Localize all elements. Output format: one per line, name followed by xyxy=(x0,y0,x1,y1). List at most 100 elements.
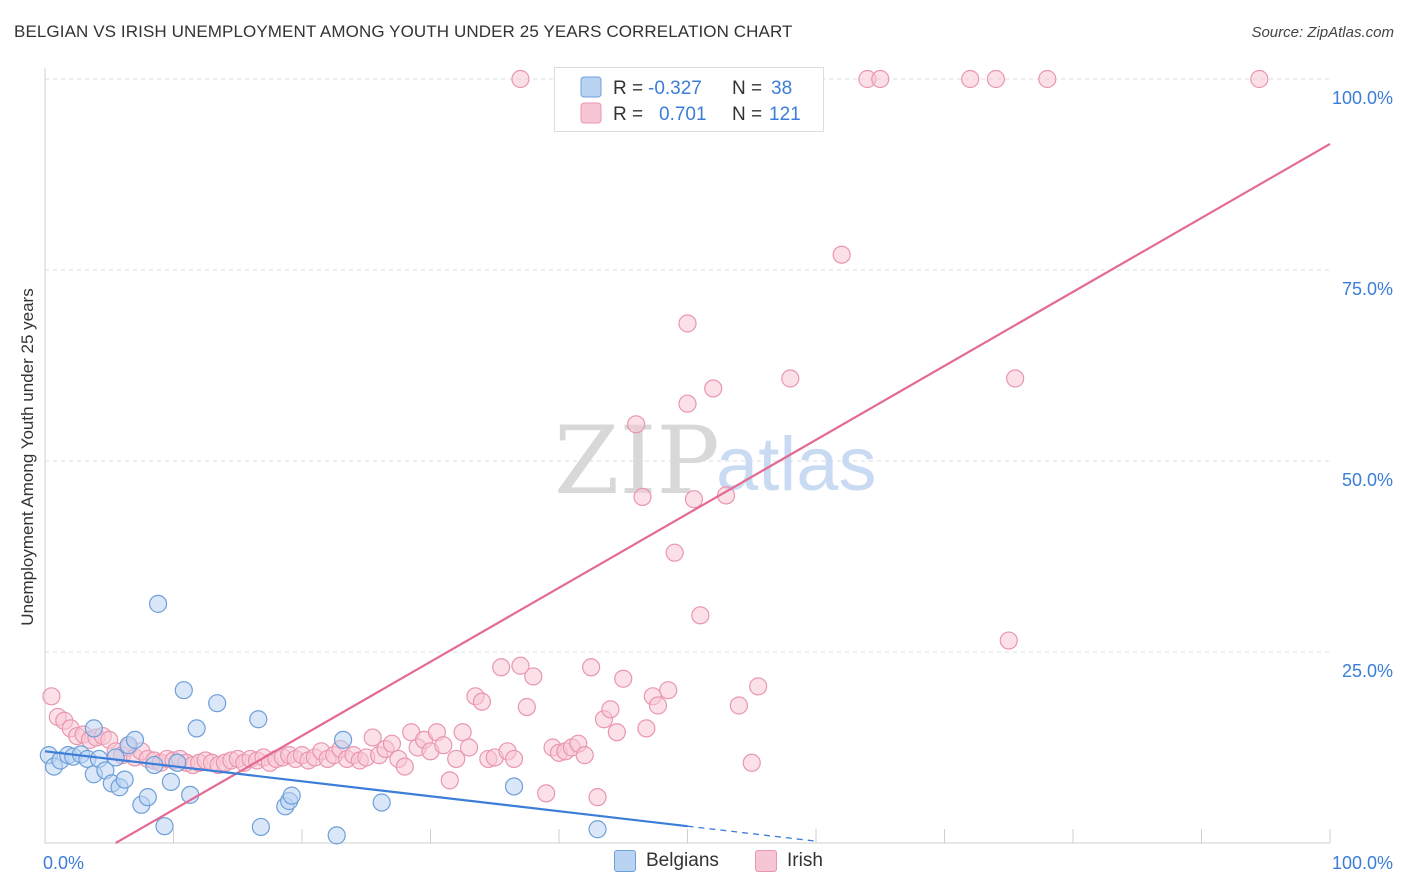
irish-point xyxy=(961,69,980,89)
irish-point xyxy=(537,784,556,803)
irish-point xyxy=(684,490,704,509)
legend-label-belgians: Belgians xyxy=(646,850,719,872)
irish-point xyxy=(517,697,536,717)
irish-point xyxy=(678,394,697,413)
irish-point xyxy=(626,415,646,434)
legend-item-irish[interactable]: Irish xyxy=(755,850,823,872)
irish-point xyxy=(459,738,479,757)
y-tick-label: 50.0% xyxy=(1342,470,1393,490)
irish-point xyxy=(781,369,800,388)
x-tick-label: 0.0% xyxy=(43,853,84,873)
irish-point xyxy=(1006,369,1025,388)
irish-trend-line xyxy=(115,142,1331,844)
belgian-point xyxy=(138,788,157,807)
watermark-atlas: atlas xyxy=(716,422,877,507)
irish-point xyxy=(382,734,402,753)
irish-point xyxy=(871,69,890,89)
irish-point xyxy=(749,677,768,696)
watermark: ZIP atlas xyxy=(554,407,877,516)
belgian-point xyxy=(155,817,174,836)
irish-point xyxy=(363,728,382,747)
chart-title: BELGIAN VS IRISH UNEMPLOYMENT AMONG YOUT… xyxy=(14,22,793,41)
irish-swatch-icon xyxy=(755,850,777,872)
irish-point xyxy=(633,487,652,507)
y-tick-labels: 25.0% 50.0% 75.0% 100.0% xyxy=(1332,88,1393,681)
y-tick-label: 75.0% xyxy=(1342,279,1393,299)
belgian-point xyxy=(588,820,607,839)
irish-point xyxy=(659,681,678,700)
source-label: Source: ZipAtlas.com xyxy=(1251,24,1394,41)
legend-n-value: 38 xyxy=(771,78,792,99)
legend-swatch-belgians xyxy=(580,76,602,98)
irish-point xyxy=(665,543,684,562)
x-tick-labels: 0.0% 100.0% xyxy=(43,853,1393,873)
irish-point xyxy=(395,757,414,776)
irish-point xyxy=(691,606,710,625)
legend-n-label: N = xyxy=(732,104,762,125)
irish-point xyxy=(575,746,594,765)
belgian-point xyxy=(161,772,181,791)
irish-point xyxy=(832,245,851,264)
irish-point xyxy=(582,658,601,677)
belgian-points xyxy=(39,594,607,845)
belgian-point xyxy=(125,730,145,749)
x-tick-label: 100.0% xyxy=(1332,853,1393,873)
irish-point xyxy=(1250,69,1269,89)
axes xyxy=(44,68,1331,844)
legend-label-irish: Irish xyxy=(787,850,823,872)
belgian-trend-line xyxy=(44,750,688,828)
legend-r-label: R = xyxy=(613,104,643,125)
belgian-point xyxy=(168,753,187,772)
irish-point xyxy=(607,723,626,742)
belgians-swatch-icon xyxy=(614,850,636,872)
irish-point xyxy=(742,753,761,772)
irish-point xyxy=(588,788,607,807)
irish-point xyxy=(511,656,530,675)
irish-point xyxy=(434,736,453,755)
belgian-point xyxy=(84,719,103,738)
correlation-legend-graphic: R = -0.327 N = 38 R = 0.701 N = 121 xyxy=(580,76,801,125)
y-axis-label: Unemployment Among Youth under 25 years xyxy=(18,288,37,625)
grid-lines xyxy=(45,78,1330,653)
irish-point xyxy=(447,749,466,769)
irish-point xyxy=(472,692,491,711)
irish-point xyxy=(614,669,633,688)
legend-n-value: 121 xyxy=(769,104,801,125)
irish-point xyxy=(1038,69,1057,89)
irish-point xyxy=(678,314,697,333)
legend-swatch-irish xyxy=(580,102,602,124)
legend-r-value: -0.327 xyxy=(648,78,702,99)
correlation-legend: R = -0.327 N = 38 R = 0.701 N = 121 xyxy=(554,67,824,132)
belgian-point xyxy=(334,730,353,749)
irish-point xyxy=(492,658,511,677)
y-tick-label: 100.0% xyxy=(1332,88,1393,108)
belgian-point xyxy=(249,710,268,729)
belgian-point xyxy=(504,777,524,796)
legend-n-label: N = xyxy=(732,78,762,99)
belgian-point xyxy=(282,786,301,805)
irish-point xyxy=(440,771,459,790)
y-tick-label: 25.0% xyxy=(1342,661,1393,681)
belgian-point xyxy=(174,681,193,700)
belgian-point xyxy=(106,748,125,767)
irish-point xyxy=(729,696,749,715)
legend-item-belgians[interactable]: Belgians xyxy=(614,850,719,872)
irish-point xyxy=(524,667,543,686)
belgian-point xyxy=(327,826,346,845)
legend-r-value: 0.701 xyxy=(659,104,707,125)
irish-point xyxy=(704,379,723,398)
belgian-trend-extension xyxy=(687,825,817,842)
irish-point xyxy=(648,696,668,715)
irish-point xyxy=(42,687,61,706)
irish-point xyxy=(504,749,524,769)
belgian-point xyxy=(208,694,227,713)
irish-point xyxy=(453,723,472,742)
irish-point xyxy=(511,69,530,89)
irish-point xyxy=(999,631,1018,650)
belgian-point xyxy=(187,719,206,738)
belgian-point xyxy=(148,594,168,613)
irish-point xyxy=(637,719,656,738)
irish-point xyxy=(986,69,1006,89)
trend-lines xyxy=(44,142,1331,844)
irish-point xyxy=(601,700,620,719)
